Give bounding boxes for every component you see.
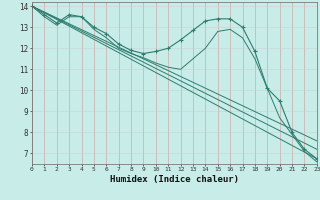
X-axis label: Humidex (Indice chaleur): Humidex (Indice chaleur): [110, 175, 239, 184]
